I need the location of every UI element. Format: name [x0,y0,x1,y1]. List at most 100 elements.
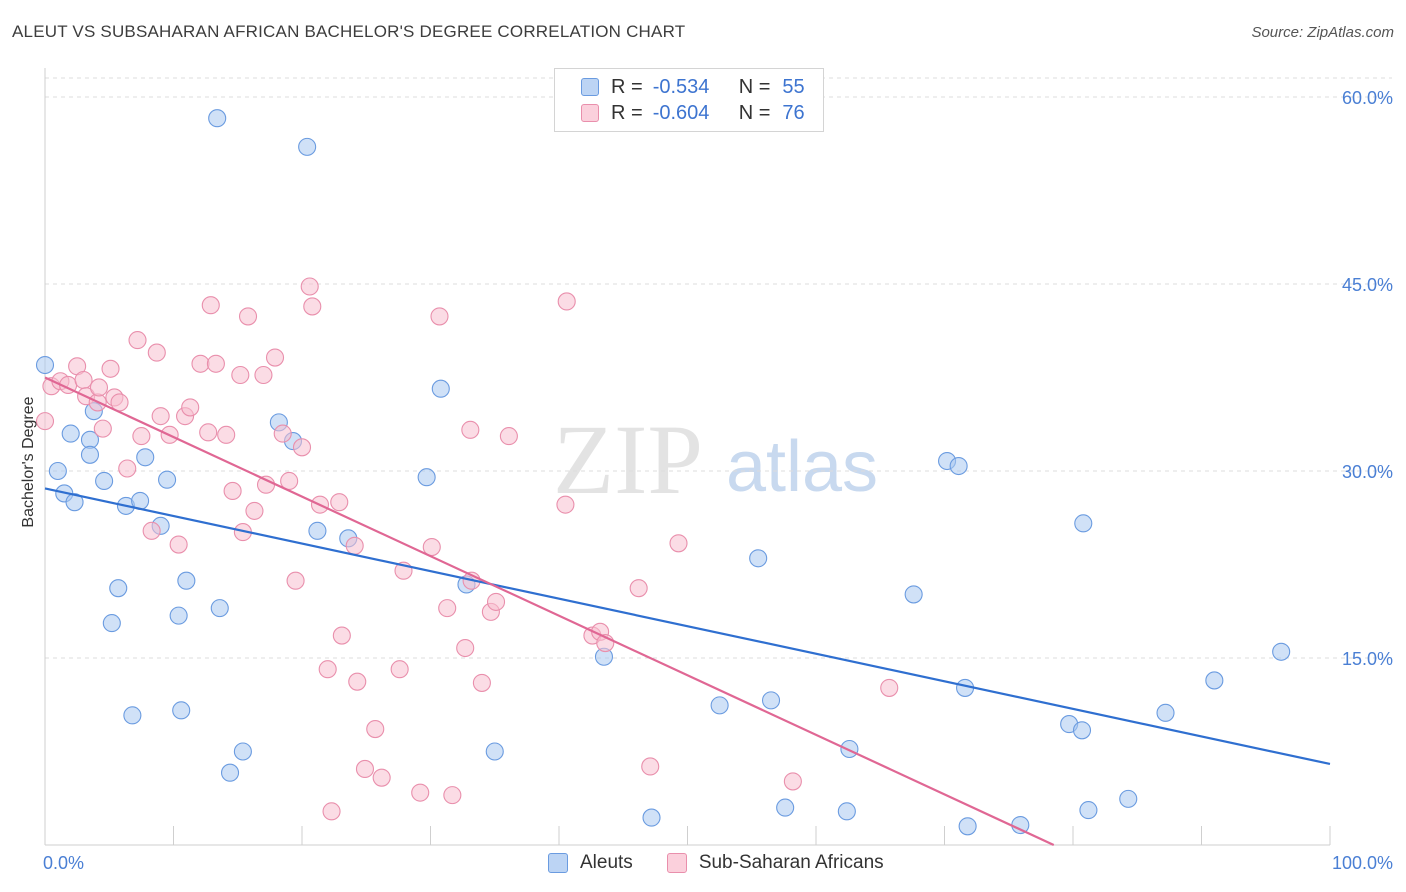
aleut-point [749,549,768,568]
subsaharan-point [366,720,385,739]
subsaharan-point [118,459,137,478]
subsaharan-point [303,297,322,316]
aleut-point [123,706,142,725]
subsaharan-point [147,343,166,362]
subsaharan-point [254,365,273,385]
subsaharan-point [499,427,518,446]
data-points [35,109,1291,836]
subsaharan-point [223,481,242,500]
aleut-point [1119,789,1138,808]
subsaharan-point [300,277,319,296]
subsaharan-legend-label: Sub-Saharan Africans [698,852,884,873]
subsaharan-point [206,354,225,373]
subsaharan-point [880,678,899,697]
n-value-aleuts: 55 [782,75,805,98]
subsaharan-point [443,786,462,805]
aleut-point [61,424,80,443]
subsaharan-point [318,660,337,679]
aleut-point [1156,703,1175,722]
aleut-point [169,606,188,625]
aleut-point [710,696,729,715]
aleuts-trend-line [44,487,1331,766]
x-tick-labels: 0.0% 100.0% [43,853,1393,873]
subsaharan-point [191,354,210,373]
aleut-point [761,691,781,710]
n-label: N = [738,101,771,124]
aleut-point [208,109,227,128]
subsaharan-point [461,420,480,439]
aleut-point [431,379,450,398]
aleut-point [109,579,128,598]
subsaharan-point [238,307,258,326]
aleut-point [48,461,67,481]
subsaharan-point [669,534,688,553]
subsaharan-point [332,626,351,645]
y-axis-label: Bachelor's Degree [20,396,37,527]
subsaharan-point [438,599,457,618]
y-tick-label: 60.0% [1342,88,1393,108]
r-value-subsaharan: -0.604 [652,101,710,124]
aleut-point [95,471,114,491]
subsaharan-point [430,307,449,326]
aleut-point [840,739,859,759]
subsaharan-point [74,370,93,390]
subsaharan-point [89,378,109,397]
aleut-point [837,802,856,821]
aleut-point [1272,642,1291,661]
subsaharan-point [181,398,200,417]
axes [44,68,1331,846]
subsaharan-point [199,423,218,442]
n-label: N = [738,75,771,98]
aleut-point [1011,816,1030,835]
aleut-point [949,456,968,476]
aleut-point [1074,514,1093,533]
series-legend: Aleuts Sub-Saharan Africans [548,852,918,874]
aleut-point [298,137,317,156]
subsaharan-point [411,783,430,802]
aleut-point [172,701,191,720]
gridlines [45,77,1392,659]
subsaharan-point [265,348,285,367]
subsaharan-legend-swatch [666,853,687,873]
r-label: R = [611,101,643,124]
subsaharan-point [286,571,305,590]
legend-row-aleuts: R = -0.534 N = 55 [581,74,805,100]
subsaharan-point [456,638,475,658]
subsaharan-point [557,292,576,311]
aleut-point [177,571,196,590]
subsaharan-point [345,536,364,555]
chart-title: ALEUT VS SUBSAHARAN AFRICAN BACHELOR'S D… [12,22,686,41]
watermark: ZIP atlas [553,404,878,515]
subsaharan-point [322,802,341,821]
y-tick-labels: 15.0% 30.0% 45.0% 60.0% [1342,88,1393,669]
subsaharan-point [245,501,264,520]
aleut-point [308,521,327,540]
aleut-point [1072,721,1092,740]
subsaharan-point [556,495,575,514]
aleut-point [776,798,795,817]
subsaharan-point [101,359,120,378]
subsaharan-point [231,365,250,385]
subsaharan-point [330,493,349,512]
legend-row-subsaharan: R = -0.604 N = 76 [581,100,805,126]
subsaharan-point [151,407,170,426]
subsaharan-point [348,672,367,691]
aleut-point [417,468,436,487]
stats-legend: R = -0.534 N = 55 R = -0.604 N = 76 [554,68,824,132]
watermark-atlas: atlas [726,427,878,507]
subsaharan-point [355,759,375,779]
y-tick-label: 15.0% [1342,649,1393,669]
subsaharan-point [273,424,292,443]
aleuts-legend-label: Aleuts [580,852,633,873]
subsaharan-point [128,331,147,350]
subsaharan-point [217,425,236,444]
aleut-point [1205,671,1224,690]
subsaharan-point [292,438,312,457]
aleuts-swatch [581,78,599,96]
subsaharan-point [35,412,55,431]
aleut-point [210,599,229,618]
y-tick-label: 30.0% [1342,462,1393,482]
n-value-subsaharan: 76 [782,101,805,124]
subsaharan-point [641,757,660,776]
